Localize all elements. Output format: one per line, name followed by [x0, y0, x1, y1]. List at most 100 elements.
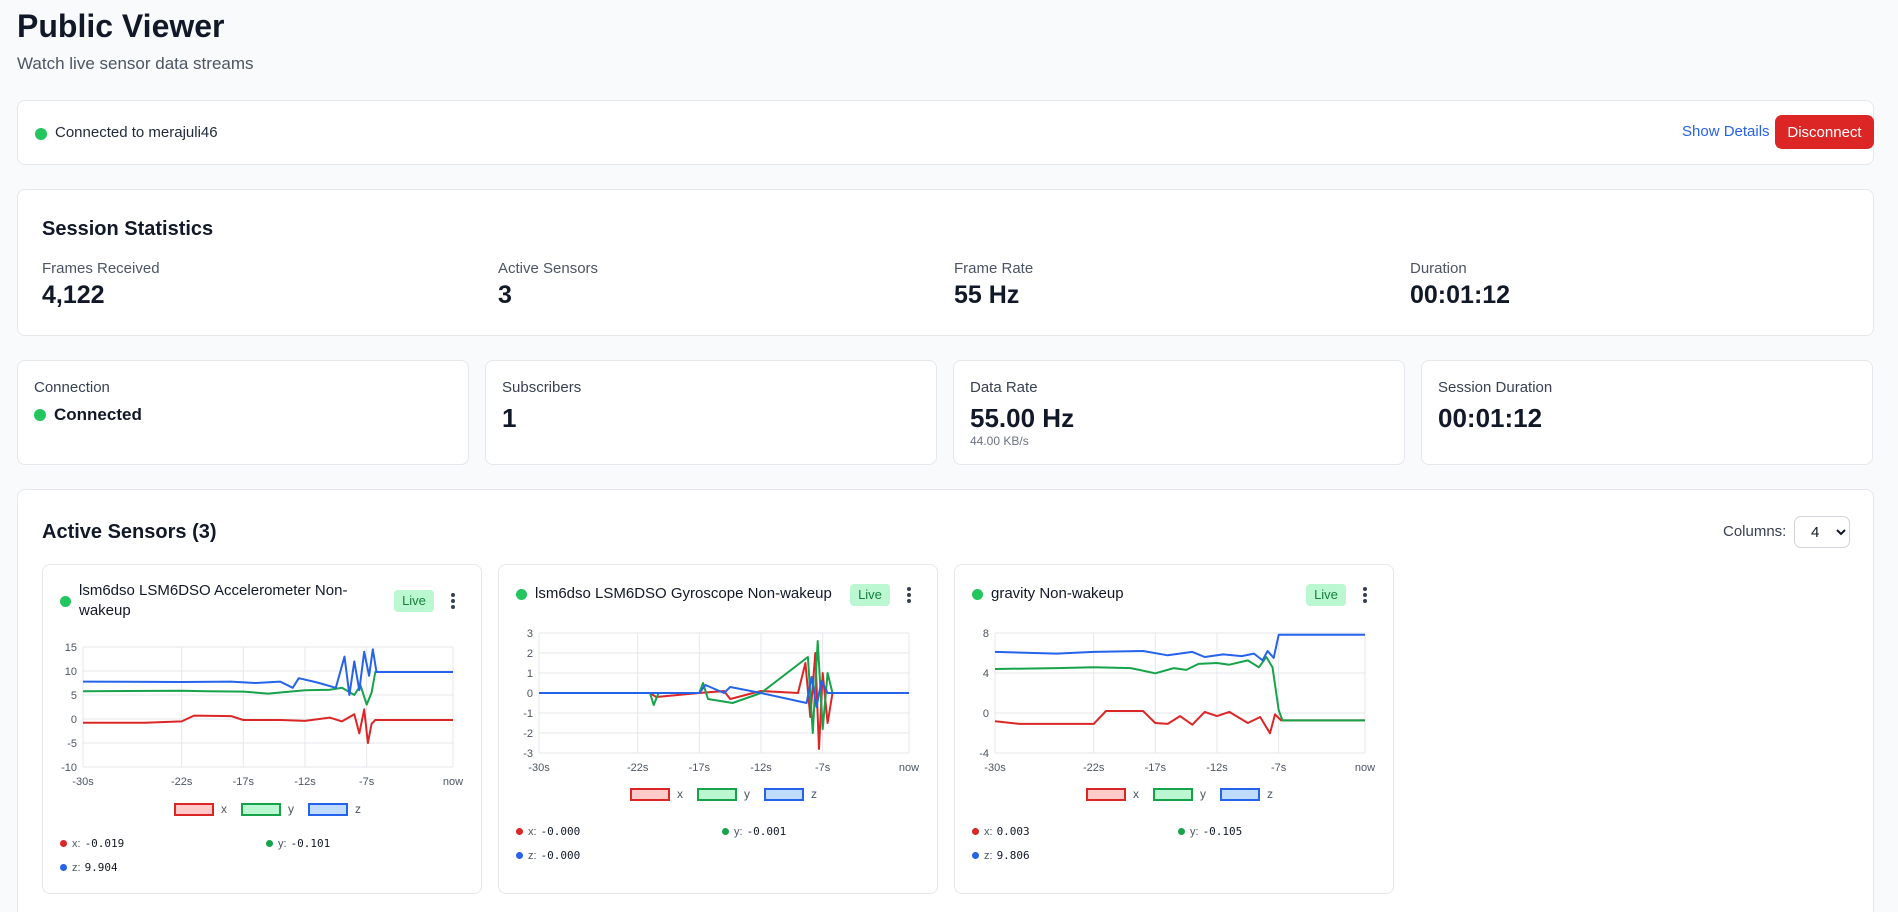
show-details-link[interactable]: Show Details [1682, 123, 1770, 140]
x-tick-label: -17s [233, 776, 255, 787]
y-tick-label: 0 [527, 688, 533, 700]
legend-item-x[interactable]: x [174, 802, 227, 816]
y-tick-label: 8 [983, 628, 989, 640]
sensor-status-dot [972, 589, 983, 600]
legend-label: x [221, 802, 227, 816]
value-number: 9.904 [84, 861, 118, 874]
value-number: -0.000 [540, 825, 581, 838]
legend-item-z[interactable]: z [1220, 787, 1273, 801]
sensor-chart: 8 4 0 -4 -30s -22s -17s -12s -7s now [979, 628, 1375, 773]
metric-value: 1 [502, 403, 517, 433]
series-line-z [539, 676, 909, 708]
legend-label: z [811, 787, 817, 801]
legend-label: z [1267, 787, 1273, 801]
legend-item-y[interactable]: y [1153, 787, 1206, 801]
more-vertical-icon[interactable] [445, 591, 461, 611]
legend-label: x [677, 787, 683, 801]
x-tick-label: -22s [627, 762, 649, 773]
legend-swatch [241, 802, 281, 816]
connection-dot [34, 409, 46, 421]
legend-label: z [355, 802, 361, 816]
legend-item-y[interactable]: y [697, 787, 750, 801]
y-tick-label: 0 [71, 714, 77, 726]
metric-connection-status: Connected [34, 405, 142, 425]
page-title: Public Viewer [17, 8, 225, 44]
more-vertical-icon[interactable] [901, 585, 917, 605]
y-tick-label: -3 [523, 748, 533, 760]
x-tick-label: -7s [359, 776, 375, 787]
y-tick-label: 10 [65, 666, 77, 678]
legend-item-x[interactable]: x [630, 787, 683, 801]
x-tick-label: -12s [294, 776, 316, 787]
y-tick-label: 4 [983, 668, 989, 680]
sensor-status-dot [516, 589, 527, 600]
chart-legend: x y z [630, 787, 831, 801]
live-badge: Live [1306, 584, 1346, 606]
session-statistics-title: Session Statistics [42, 218, 214, 240]
y-tick-label: -1 [523, 708, 533, 720]
columns-select[interactable]: 4 [1794, 516, 1850, 548]
value-readout-y: y: -0.001 [722, 825, 786, 838]
value-label: x: [528, 825, 537, 838]
stat-frames-received: Frames Received 4,122 [42, 260, 160, 310]
stat-value: 4,122 [42, 281, 105, 309]
value-readout-z: z: 9.806 [972, 849, 1030, 862]
legend-swatch [764, 787, 804, 801]
stat-value: 00:01:12 [1410, 281, 1511, 309]
series-line-y [82, 671, 453, 706]
stat-label: Frames Received [42, 260, 160, 277]
connection-status-text: Connected to merajuli46 [55, 124, 218, 141]
value-label: z: [528, 849, 537, 862]
x-tick-label: now [899, 762, 919, 773]
legend-item-x[interactable]: x [1086, 787, 1139, 801]
x-tick-label: now [1355, 762, 1375, 773]
columns-label: Columns: [1723, 523, 1787, 540]
series-line-y [994, 656, 1365, 722]
value-label: x: [984, 825, 993, 838]
legend-label: x [1133, 787, 1139, 801]
legend-item-z[interactable]: z [308, 802, 361, 816]
x-tick-label: -30s [984, 762, 1006, 773]
y-tick-label: 0 [983, 708, 989, 720]
value-label: y: [278, 837, 287, 850]
y-tick-label: 3 [527, 628, 533, 640]
value-readout-y: y: -0.105 [1178, 825, 1242, 838]
legend-label: y [288, 802, 294, 816]
metric-subscribers-card: Subscribers 1 [485, 360, 937, 465]
chart-legend: x y z [174, 802, 375, 816]
stat-frame-rate: Frame Rate 55 Hz [954, 260, 1033, 310]
value-number: -0.001 [746, 825, 787, 838]
disconnect-button[interactable]: Disconnect [1775, 115, 1874, 149]
legend-item-y[interactable]: y [241, 802, 294, 816]
metric-value: 00:01:12 [1438, 403, 1543, 433]
x-tick-label: -17s [689, 762, 711, 773]
sensor-card: lsm6dso LSM6DSO Accelerometer Non-wakeup… [42, 564, 482, 894]
x-tick-label: -30s [72, 776, 94, 787]
metric-label: Connection [34, 379, 110, 396]
value-number: -0.101 [290, 837, 331, 850]
active-sensors-card: Active Sensors (3) Columns: 4 lsm6dso LS… [17, 489, 1874, 912]
more-vertical-icon[interactable] [1357, 585, 1373, 605]
sensor-card: gravity Non-wakeup Live 8 4 0 -4 -30s -22s -17s -… [954, 564, 1394, 894]
metric-session-duration-card: Session Duration 00:01:12 [1421, 360, 1873, 465]
x-tick-label: -7s [815, 762, 831, 773]
y-tick-label: -10 [61, 762, 77, 774]
value-dot [516, 852, 523, 859]
value-number: -0.019 [84, 837, 125, 850]
y-tick-label: -2 [523, 728, 533, 740]
value-dot [60, 840, 67, 847]
legend-swatch [1086, 787, 1126, 801]
legend-swatch [697, 787, 737, 801]
page-subtitle: Watch live sensor data streams [17, 54, 254, 73]
sensor-card: lsm6dso LSM6DSO Gyroscope Non-wakeup Live… [498, 564, 938, 894]
x-tick-label: -22s [1083, 762, 1105, 773]
sensor-chart: 15 10 5 0 -5 -10 -30s -22s -17s -12s -7s now [61, 642, 463, 787]
metric-value: Connected [54, 405, 142, 424]
metric-label: Session Duration [1438, 379, 1553, 396]
legend-swatch [1220, 787, 1260, 801]
value-number: 9.806 [996, 849, 1030, 862]
series-line-x [994, 710, 1365, 735]
value-dot [516, 828, 523, 835]
y-tick-label: 1 [527, 668, 533, 680]
legend-item-z[interactable]: z [764, 787, 817, 801]
